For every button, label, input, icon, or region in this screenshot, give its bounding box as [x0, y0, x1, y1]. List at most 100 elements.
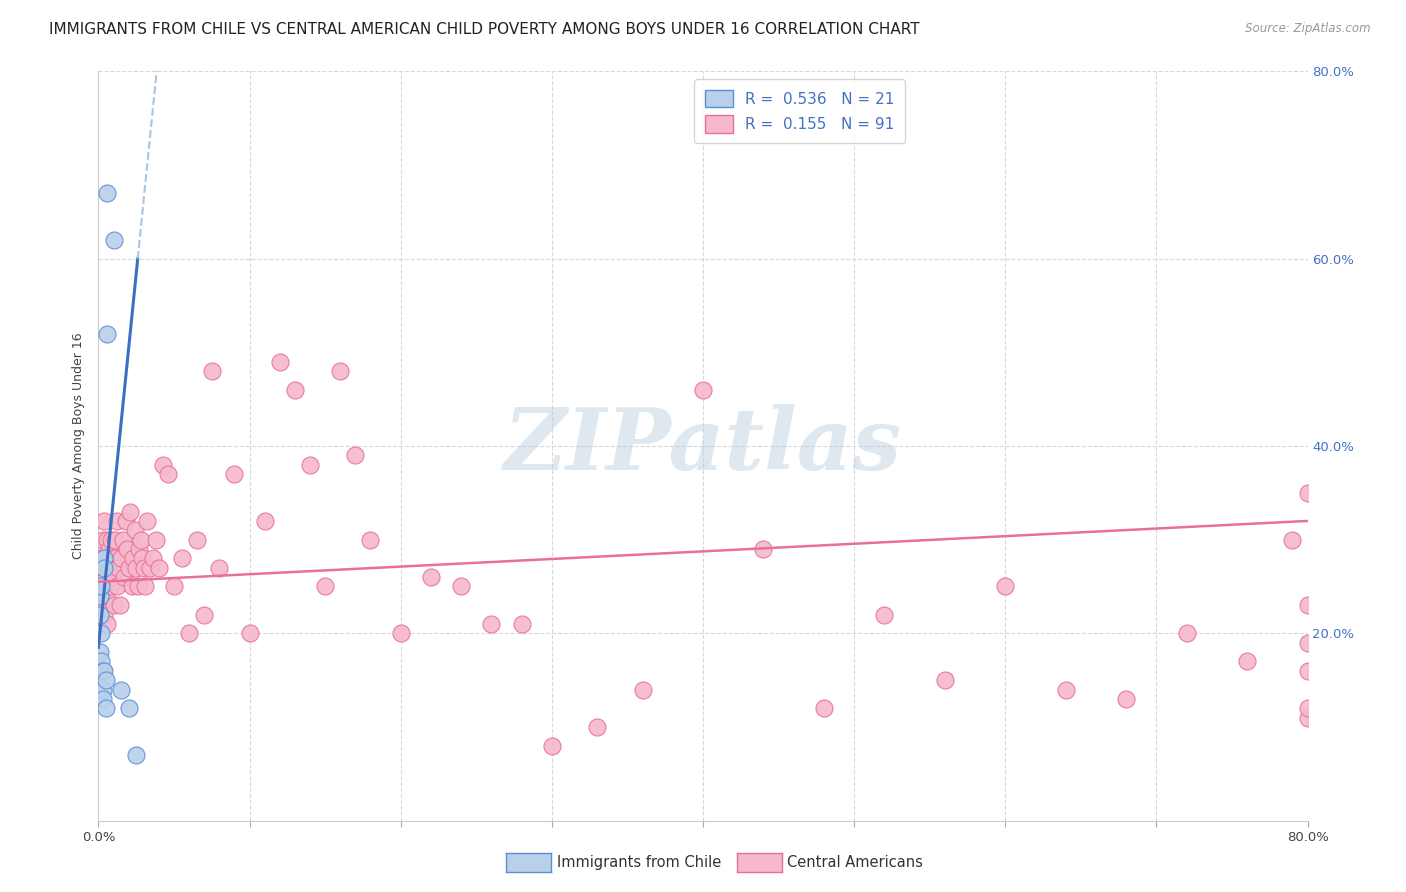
Point: [152, 458, 174, 472]
Point: [94, 589, 117, 603]
Point: [96, 617, 118, 632]
Point: [142, 551, 165, 566]
Point: [93, 561, 115, 575]
Point: [1296, 701, 1319, 715]
Point: [586, 720, 609, 734]
Point: [128, 542, 150, 557]
Point: [125, 747, 148, 762]
Point: [156, 467, 179, 482]
Point: [98, 542, 121, 557]
Point: [96, 186, 118, 201]
Y-axis label: Child Poverty Among Boys Under 16: Child Poverty Among Boys Under 16: [72, 333, 86, 559]
Point: [103, 551, 125, 566]
Point: [94, 701, 117, 715]
Point: [89, 589, 111, 603]
Point: [360, 533, 382, 547]
Point: [873, 607, 896, 622]
Point: [111, 533, 134, 547]
Point: [91, 533, 114, 547]
Text: IMMIGRANTS FROM CHILE VS CENTRAL AMERICAN CHILD POVERTY AMONG BOYS UNDER 16 CORR: IMMIGRANTS FROM CHILE VS CENTRAL AMERICA…: [49, 22, 920, 37]
Point: [93, 664, 115, 678]
Point: [112, 570, 135, 584]
Point: [93, 514, 115, 528]
Point: [90, 580, 112, 594]
Point: [96, 533, 118, 547]
Point: [125, 561, 148, 575]
Point: [101, 570, 124, 584]
Point: [131, 551, 153, 566]
Point: [118, 561, 141, 575]
Point: [752, 542, 775, 557]
Point: [1296, 664, 1319, 678]
Point: [129, 533, 152, 547]
Point: [94, 570, 117, 584]
Point: [145, 533, 167, 547]
Point: [107, 561, 129, 575]
Point: [91, 692, 114, 706]
Point: [450, 580, 472, 594]
Point: [94, 673, 117, 688]
Point: [148, 561, 170, 575]
Point: [100, 533, 122, 547]
Point: [994, 580, 1017, 594]
Point: [1054, 682, 1077, 697]
Text: Central Americans: Central Americans: [787, 855, 924, 870]
Point: [344, 449, 367, 463]
Point: [90, 626, 112, 640]
Point: [201, 364, 224, 378]
Point: [284, 383, 307, 397]
Point: [1175, 626, 1198, 640]
Point: [91, 561, 114, 575]
Point: [93, 607, 115, 622]
Point: [1296, 486, 1319, 500]
Point: [110, 682, 132, 697]
Point: [934, 673, 956, 688]
Point: [420, 570, 443, 584]
Point: [115, 542, 138, 557]
Point: [104, 551, 127, 566]
Point: [239, 626, 262, 640]
Point: [208, 561, 231, 575]
Point: [132, 561, 155, 575]
Point: [813, 701, 835, 715]
Point: [89, 645, 111, 659]
Legend: R =  0.536   N = 21, R =  0.155   N = 91: R = 0.536 N = 21, R = 0.155 N = 91: [695, 79, 905, 144]
Point: [163, 580, 186, 594]
Point: [510, 617, 533, 632]
Point: [105, 514, 128, 528]
Point: [120, 505, 142, 519]
Point: [135, 514, 157, 528]
Point: [186, 533, 208, 547]
Point: [253, 514, 276, 528]
Point: [1236, 655, 1258, 669]
Point: [269, 355, 291, 369]
Point: [193, 607, 215, 622]
Point: [93, 551, 115, 566]
Point: [114, 514, 136, 528]
Point: [105, 580, 128, 594]
Point: [124, 524, 146, 538]
Point: [1281, 533, 1303, 547]
Point: [1115, 692, 1137, 706]
Point: [481, 617, 503, 632]
Point: [89, 607, 111, 622]
Point: [389, 626, 412, 640]
Point: [170, 551, 193, 566]
Point: [104, 533, 127, 547]
Point: [314, 580, 336, 594]
Point: [98, 561, 121, 575]
Point: [1296, 599, 1319, 613]
Point: [631, 682, 654, 697]
Point: [89, 589, 111, 603]
Point: [134, 580, 156, 594]
Point: [100, 580, 122, 594]
Point: [118, 701, 141, 715]
Point: [89, 664, 111, 678]
Point: [692, 383, 714, 397]
Point: [122, 551, 145, 566]
Point: [224, 467, 246, 482]
Point: [103, 233, 125, 247]
Text: Immigrants from Chile: Immigrants from Chile: [557, 855, 721, 870]
Point: [1296, 635, 1319, 649]
Point: [96, 326, 118, 341]
